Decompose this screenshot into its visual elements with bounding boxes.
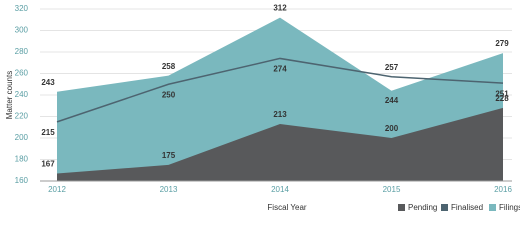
y-tick-label: 240 [15, 90, 29, 99]
data-label: 213 [273, 110, 287, 119]
data-label: 200 [385, 124, 399, 133]
y-tick-label: 200 [15, 133, 29, 142]
y-tick-label: 320 [15, 4, 29, 13]
y-axis-label: Matter counts [5, 71, 14, 119]
x-tick-label: 2013 [160, 185, 178, 194]
y-tick-label: 220 [15, 112, 29, 121]
x-tick-label: 2014 [271, 185, 289, 194]
x-tick-label: 2015 [383, 185, 401, 194]
legend-swatch [489, 204, 496, 211]
area [57, 107, 503, 181]
x-tick-label: 2016 [494, 185, 512, 194]
chart: Matter counts Fiscal Year 160 180 200 220 24… [5, 4, 520, 212]
y-tick-label: 300 [15, 26, 29, 35]
x-tick-label: 2012 [48, 185, 66, 194]
legend-label: Filings [499, 203, 520, 212]
data-label: 215 [41, 128, 55, 137]
y-tick-label: 260 [15, 69, 29, 78]
data-label: 312 [273, 4, 287, 13]
data-label: 279 [495, 39, 509, 48]
line [56, 57, 504, 123]
y-tick-label: 180 [15, 155, 29, 164]
data-label: 274 [273, 65, 287, 74]
legend-label: Pending [408, 203, 437, 212]
data-label: 257 [385, 63, 399, 72]
data-label: 175 [162, 151, 176, 160]
data-label: 250 [162, 90, 176, 99]
data-label: 258 [162, 62, 176, 71]
data-label: 243 [41, 78, 55, 87]
y-tick-label: 280 [15, 47, 29, 56]
data-label: 228 [495, 94, 509, 103]
data-label: 244 [385, 96, 399, 105]
y-tick-label: 160 [15, 176, 29, 185]
x-axis-label: Fiscal Year [267, 203, 306, 212]
data-label: 251 [495, 89, 509, 98]
legend-swatch [398, 204, 405, 211]
legend-swatch [441, 204, 448, 211]
legend-label: Finalised [451, 203, 483, 212]
data-label: 167 [41, 160, 55, 169]
